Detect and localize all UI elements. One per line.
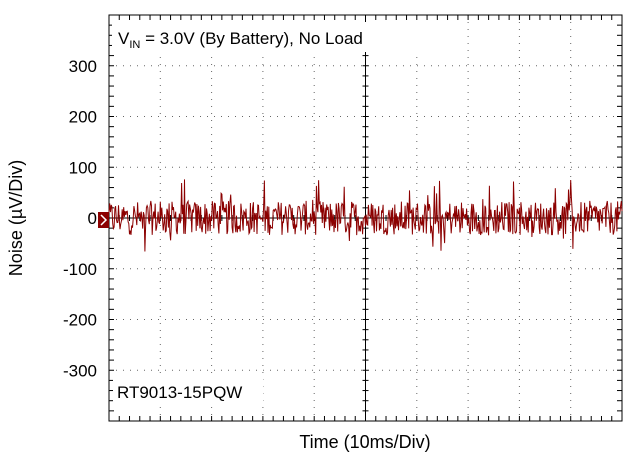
y-axis-label: Noise (µV/Div) — [6, 160, 26, 276]
y-tick-label: 200 — [69, 108, 97, 127]
part-label-box — [113, 379, 263, 407]
ground-marker — [98, 212, 109, 228]
chart-title: VIN = 3.0V (By Battery), No Load — [118, 29, 363, 51]
noise-trace — [108, 179, 623, 252]
part-label: RT9013-15PQW — [117, 383, 242, 402]
noise-series-line — [108, 179, 623, 252]
y-tick-label: 0 — [88, 209, 97, 228]
title-box — [112, 22, 434, 52]
y-tick-label: -100 — [63, 260, 97, 279]
y-tick-label: 100 — [69, 158, 97, 177]
y-tick-labels: 300 200 100 0 -100 -200 -300 — [63, 57, 97, 381]
y-tick-label: 300 — [69, 57, 97, 76]
y-tick-label: -300 — [63, 361, 97, 380]
y-tick-label: -200 — [63, 311, 97, 330]
x-axis-label: Time (10ms/Div) — [299, 432, 430, 452]
